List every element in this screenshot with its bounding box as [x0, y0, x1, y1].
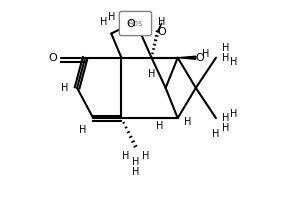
Text: H: H — [184, 117, 192, 127]
Text: H: H — [61, 83, 69, 93]
Text: H: H — [142, 151, 149, 161]
Text: H: H — [202, 49, 210, 59]
Text: O: O — [157, 27, 166, 37]
Text: O: O — [49, 53, 57, 63]
Text: H: H — [132, 157, 139, 167]
Text: H: H — [100, 17, 107, 27]
Text: H: H — [222, 113, 230, 123]
Text: H: H — [80, 125, 87, 135]
Text: H: H — [212, 129, 220, 139]
Text: Abs: Abs — [128, 19, 143, 28]
Text: H: H — [222, 53, 230, 63]
Text: O: O — [126, 19, 135, 29]
FancyBboxPatch shape — [119, 11, 152, 35]
Text: H: H — [158, 17, 165, 27]
Polygon shape — [178, 56, 196, 59]
Text: H: H — [222, 123, 230, 133]
Text: H: H — [222, 43, 230, 53]
Text: H: H — [230, 109, 238, 119]
Text: H: H — [132, 167, 139, 177]
Text: O: O — [196, 53, 204, 63]
Text: H: H — [148, 69, 155, 79]
Text: H: H — [122, 151, 129, 161]
Text: H: H — [230, 57, 238, 67]
Text: H: H — [108, 12, 115, 22]
Text: H: H — [156, 121, 163, 131]
